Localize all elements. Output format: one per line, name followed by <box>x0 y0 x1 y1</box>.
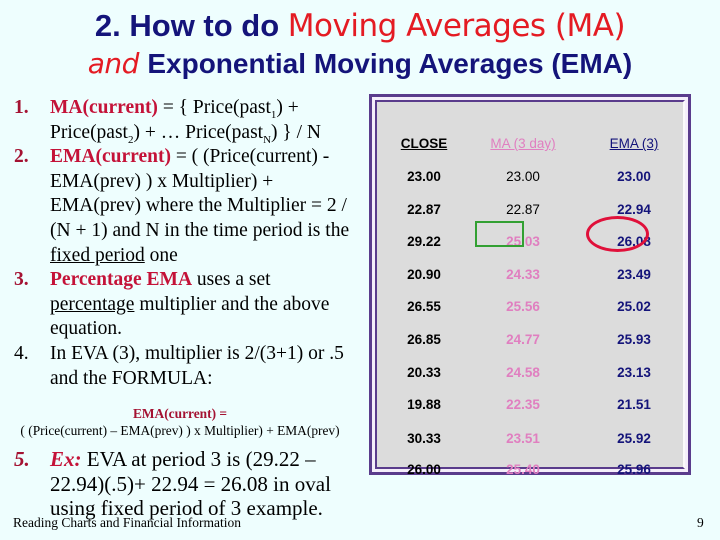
header-close: CLOSE <box>400 136 448 151</box>
item-key-term: MA(current) <box>50 97 158 118</box>
table-row: 26.85 24.77 25.93 <box>377 332 683 350</box>
formula-expression: ( (Price(current) – EMA(prev) ) x Multip… <box>20 423 340 438</box>
cell-ema: 25.92 <box>617 431 651 446</box>
formula-label: EMA(current) = <box>132 406 228 421</box>
list-item-4: 4. In EVA (3), multiplier is 2/(3+1) or … <box>14 342 354 391</box>
cell-close: 30.33 <box>407 431 441 446</box>
slide-title-line-1: 2. How to do Moving Averages (MA) <box>0 8 720 44</box>
item-text: = ( (Price(current) - EMA(prev) ) x Mult… <box>50 146 350 241</box>
cell-close: 26.55 <box>407 299 441 314</box>
title-and: and <box>87 47 148 80</box>
cell-ma: 22.87 <box>506 202 540 217</box>
cell-ema: 23.00 <box>617 169 651 184</box>
header-ma: MA (3 day) <box>490 136 556 151</box>
table-row: 20.33 24.58 23.13 <box>377 365 683 383</box>
list-item-5: 5. Ex: EVA at period 3 is (29.22 – 22.94… <box>14 447 354 521</box>
title-prefix: 2. How to do <box>94 8 288 43</box>
cell-ma: 22.35 <box>506 397 540 412</box>
cell-close: 20.90 <box>407 267 441 282</box>
cell-close: 20.33 <box>407 365 441 380</box>
item-text: uses a set <box>192 269 271 291</box>
list-item-1: 1. MA(current) = { Price(past1) + Price(… <box>14 96 354 145</box>
example-label: Ex: <box>50 447 82 471</box>
cell-ma: 24.77 <box>506 332 540 347</box>
item-text: In EVA (3), multiplier is 2/(3+1) or .5 … <box>50 342 344 389</box>
cell-close: 29.22 <box>407 234 441 249</box>
table-row: 22.87 22.87 22.94 <box>377 202 683 220</box>
item-number: 1. <box>14 97 29 118</box>
cell-ma: 24.33 <box>506 267 540 282</box>
cell-ema: 25.93 <box>617 332 651 347</box>
cell-ema: 23.49 <box>617 267 651 282</box>
table-row: 19.88 22.35 21.51 <box>377 397 683 415</box>
table-header-row: CLOSE MA (3 day) EMA (3) <box>377 136 683 154</box>
list-item-3: 3. Percentage EMA uses a set percentage … <box>14 268 354 342</box>
cell-ema: 23.13 <box>617 365 651 380</box>
item-key-term: EMA(current) <box>50 146 171 168</box>
highlight-oval-ema <box>586 216 649 252</box>
slide-footer: Reading Charts and Financial Information <box>13 515 241 530</box>
item-key-term: Percentage EMA <box>50 269 193 291</box>
cell-close: 26.85 <box>407 332 441 347</box>
item-number: 3. <box>14 269 29 291</box>
cell-ema: 21.51 <box>617 397 651 412</box>
cell-ma: 23.51 <box>506 431 540 446</box>
cell-ma: 23.00 <box>506 169 540 184</box>
data-table-frame: CLOSE MA (3 day) EMA (3) 23.00 23.00 23.… <box>369 94 691 477</box>
item-text: multiplier and the above equation. <box>50 293 330 340</box>
underlined-term: fixed period <box>50 244 145 266</box>
subscript: N <box>263 133 272 146</box>
title-highlight: Moving Averages (MA) <box>287 8 626 44</box>
list-item-2: 2. EMA(current) = ( (Price(current) - EM… <box>14 145 354 268</box>
cell-ema: 25.96 <box>617 462 651 477</box>
title-rest: Exponential Moving Averages (EMA) <box>147 48 633 79</box>
cell-ema: 22.94 <box>617 202 651 217</box>
slide-title-line-2: and Exponential Moving Averages (EMA) <box>0 46 720 82</box>
data-table-panel: CLOSE MA (3 day) EMA (3) 23.00 23.00 23.… <box>375 100 685 477</box>
cell-ma: 25.56 <box>506 299 540 314</box>
item-text: one <box>144 244 178 266</box>
table-row: 23.00 23.00 23.00 <box>377 169 683 187</box>
subscript: 1 <box>270 108 277 121</box>
page-number: 9 <box>697 515 704 530</box>
item-text: ) + … Price(past <box>133 121 264 143</box>
underlined-term: percentage <box>50 293 135 315</box>
highlight-box-ma <box>475 221 524 247</box>
header-ema: EMA (3) <box>609 136 659 151</box>
cell-ma: 25.40 <box>506 462 540 477</box>
item-text: ) + Price(past <box>50 97 299 143</box>
cell-ema: 25.02 <box>617 299 651 314</box>
table-row: 26.00 25.40 25.96 <box>377 462 683 480</box>
cell-close: 23.00 <box>407 169 441 184</box>
table-row: 26.55 25.56 25.02 <box>377 299 683 317</box>
cell-ma: 24.58 <box>506 365 540 380</box>
item-number: 5. <box>14 447 30 471</box>
item-text: EVA at period 3 is (29.22 – 22.94)(.5)+ … <box>50 447 331 520</box>
item-number: 2. <box>14 146 29 168</box>
item-text: ) } / N <box>271 121 322 143</box>
subscript: 2 <box>127 133 134 146</box>
table-row: 20.90 24.33 23.49 <box>377 267 683 285</box>
definition-list: 1. MA(current) = { Price(past1) + Price(… <box>14 96 354 391</box>
cell-close: 22.87 <box>407 202 441 217</box>
cell-close: 26.00 <box>407 462 441 477</box>
table-row: 30.33 23.51 25.92 <box>377 431 683 449</box>
item-number: 4. <box>14 342 29 364</box>
cell-close: 19.88 <box>407 397 441 412</box>
item-text: = { Price(past <box>157 97 271 118</box>
